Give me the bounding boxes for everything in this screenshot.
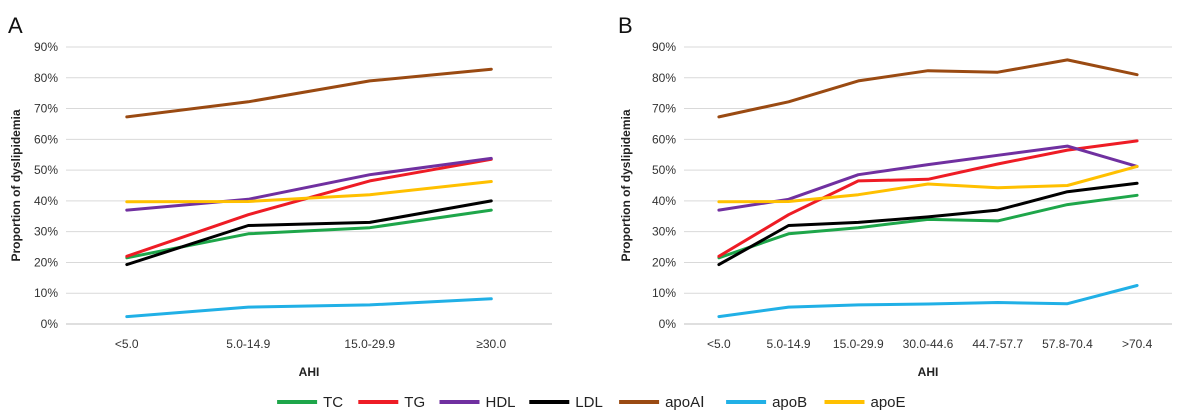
panel-a-series-hdl-line [125,156,493,212]
panel-b-ytick-label: 20% [652,255,676,269]
panel-a-xtick-label: ≥30.0 [476,337,506,351]
panel-a-ytick-label: 70% [34,102,58,116]
panel-a-y-axis-title: Proportion of dyslipidemia [9,109,23,261]
panel-a-ytick-label: 10% [34,286,58,300]
panel-b-ytick-label: 30% [652,225,676,239]
panel-a-ytick-label: 40% [34,194,58,208]
panel-b-x-axis-title: AHI [918,365,939,379]
panel-a-letter: A [8,13,23,38]
panel-a-series-apoa-line [125,67,493,119]
panel-a-xtick-label: 5.0-14.9 [226,337,270,351]
panel-b-ytick-label: 0% [659,317,677,331]
panel-b-ytick-label: 10% [652,286,676,300]
panel-b-ytick-label: 60% [652,132,676,146]
panel-b-xtick-label: 57.8-70.4 [1042,337,1093,351]
panel-b-series-ldl-line [717,181,1139,267]
panel-b-ytick-label: 50% [652,163,676,177]
panel-a-series-tc-line [125,208,493,260]
legend-label-ldl: LDL [575,394,603,411]
panel-b-series-hdl-line [717,144,1139,212]
legend-label-apob: apoB [772,394,807,411]
panel-b-ytick-label: 70% [652,102,676,116]
panel-b-series-apoa-line [717,58,1139,119]
panel-b-xtick-label: 44.7-57.7 [972,337,1023,351]
legend-label-apoa: apoAⅠ [665,394,704,411]
panel-a-series-apoe-line [125,180,493,204]
legend-label-hdl: HDL [486,394,516,411]
panel-a-ytick-label: 0% [41,317,59,331]
legend-label-tc: TC [323,394,343,411]
panel-b-xtick-label: 15.0-29.9 [833,337,884,351]
panel-a-xtick-label: <5.0 [115,337,139,351]
legend-label-tg: TG [404,394,425,411]
panel-a-ytick-label: 80% [34,71,58,85]
panel-b-ytick-label: 80% [652,71,676,85]
panel-b-y-axis-title: Proportion of dyslipidemia [619,109,633,261]
panel-a-ytick-label: 60% [34,132,58,146]
panel-a-series-apob-line [125,297,493,319]
panel-b-xtick-label: >70.4 [1122,337,1153,351]
panel-a-x-axis-title: AHI [299,365,320,379]
panel-a-series-ldl-line [125,199,493,267]
panel-b-ytick-label: 90% [652,40,676,54]
panel-a-ytick-label: 30% [34,225,58,239]
legend-label-apoe: apoE [871,394,906,411]
panel-b-xtick-label: <5.0 [707,337,731,351]
panel-a-series-tg-line [125,157,493,258]
panel-a-ytick-label: 50% [34,163,58,177]
panel-a-ytick-label: 90% [34,40,58,54]
panel-b-series-tc-line [717,193,1139,260]
panel-b-series-apob-line [717,284,1139,319]
panel-b-series-apoe-line [717,164,1139,204]
panel-a-ytick-label: 20% [34,255,58,269]
panel-b-ytick-label: 40% [652,194,676,208]
panel-b-xtick-label: 30.0-44.6 [903,337,954,351]
panel-a-xtick-label: 15.0-29.9 [344,337,395,351]
panel-b-letter: B [618,13,633,38]
panel-b-xtick-label: 5.0-14.9 [767,337,811,351]
panel-b-series-tg-line [717,139,1139,258]
